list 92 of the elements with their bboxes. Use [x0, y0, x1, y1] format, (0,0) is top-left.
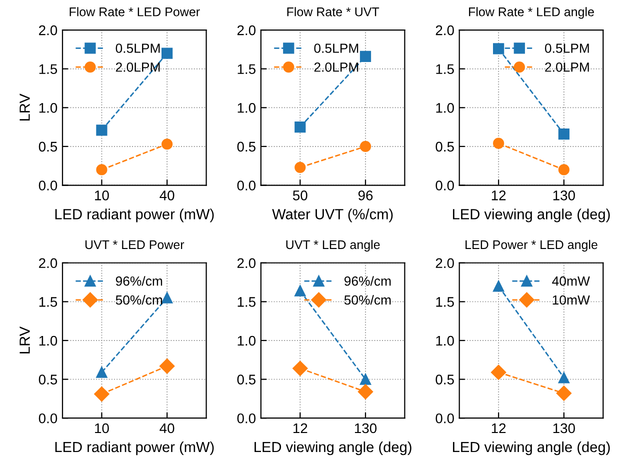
point: [558, 372, 570, 384]
y-tick-label: 0.0: [436, 180, 454, 190]
y-tick-label: 0.0: [237, 180, 256, 190]
y-tick-label: 0.0: [436, 413, 454, 424]
y-tick-label: 0.5: [237, 374, 256, 384]
y-tick-label: 1.5: [39, 64, 58, 74]
point: [493, 43, 504, 54]
y-tick-label: 1.0: [436, 102, 454, 113]
point: [96, 366, 108, 378]
chart-title: Flow Rate * UVT: [287, 7, 380, 16]
x-axis-title: LED viewing angle (deg): [452, 208, 610, 222]
x-tick-label: 10: [95, 190, 109, 200]
point: [162, 138, 173, 150]
point: [162, 48, 173, 59]
point: [493, 280, 504, 292]
y-tick-label: 2.0: [39, 25, 58, 36]
point: [294, 162, 306, 173]
x-tick-label: 10: [95, 423, 109, 434]
point: [160, 358, 175, 374]
legend-label: 10mW: [552, 295, 590, 305]
y-tick-label: 0.0: [38, 413, 58, 424]
legend-label: 96%/cm: [116, 276, 162, 286]
point: [490, 364, 506, 380]
x-tick-label: 40: [160, 190, 174, 200]
x-tick-label: 130: [553, 423, 575, 434]
x-tick-label: 50: [292, 190, 308, 200]
point: [556, 386, 572, 401]
y-tick-label: 2.0: [237, 258, 256, 268]
point: [360, 374, 372, 385]
x-axis-title: LED radiant power (mW): [55, 208, 214, 222]
point: [360, 50, 372, 62]
y-tick-label: 1.5: [436, 297, 454, 307]
point: [96, 164, 108, 176]
chart-title: UVT * LED angle: [286, 240, 380, 252]
chart-title: Flow Rate * LED angle: [469, 7, 594, 19]
x-tick-label: 130: [553, 190, 575, 200]
legend-label: 2.0LPM: [545, 62, 589, 72]
y-tick-label: 1.0: [39, 336, 58, 346]
y-tick-label: 1.5: [238, 297, 256, 307]
y-tick-label: 0.5: [38, 374, 58, 384]
y-tick-label: 2.0: [436, 25, 454, 36]
y-tick-label: 1.0: [238, 336, 256, 346]
x-tick-label: 96: [358, 190, 373, 200]
x-tick-label: 12: [293, 423, 308, 434]
legend-label: 40mW: [552, 276, 590, 286]
point: [360, 140, 372, 152]
y-axis-title: LRV: [20, 326, 30, 354]
y-tick-label: 2.0: [39, 258, 58, 268]
y-axis-title: LRV: [20, 94, 30, 121]
y-tick-label: 1.5: [39, 297, 58, 307]
y-tick-label: 1.0: [39, 102, 58, 113]
point: [358, 384, 374, 400]
x-tick-label: 130: [354, 423, 377, 434]
point: [294, 121, 306, 133]
x-axis-title: Water UVT (%/cm): [272, 208, 393, 222]
legend-label: 2.0LPM: [314, 62, 358, 72]
x-tick-label: 12: [492, 423, 506, 434]
x-tick-label: 40: [160, 423, 174, 434]
legend-label: 50%/cm: [116, 294, 162, 305]
y-tick-label: 0.0: [38, 180, 58, 190]
x-axis-title: LED viewing angle (deg): [452, 441, 610, 456]
point: [162, 292, 173, 304]
x-axis-title: LED viewing angle (deg): [254, 441, 412, 456]
chart-title: LED Power * LED angle: [466, 240, 598, 252]
point: [294, 285, 306, 296]
y-tick-label: 2.0: [436, 258, 454, 268]
y-tick-label: 2.0: [237, 25, 256, 36]
point: [96, 124, 108, 136]
chart-title: UVT * LED Power: [85, 240, 184, 250]
y-tick-label: 1.5: [238, 64, 256, 74]
legend-label: 0.5LPM: [544, 44, 589, 53]
y-tick-label: 1.5: [436, 64, 454, 74]
y-tick-label: 0.5: [436, 142, 454, 152]
chart-title: Flow Rate * LED Power: [70, 7, 200, 16]
x-axis-title: LED radiant power (mW): [55, 441, 214, 456]
y-tick-label: 1.0: [436, 336, 454, 346]
point: [558, 128, 570, 140]
legend-label: 96%/cm: [344, 276, 391, 286]
y-tick-label: 0.0: [237, 413, 256, 424]
legend-label: 2.0LPM: [116, 62, 160, 72]
legend-label: 0.5LPM: [116, 44, 160, 53]
y-tick-label: 0.5: [38, 142, 58, 152]
y-tick-label: 0.5: [436, 374, 454, 384]
point: [493, 138, 504, 149]
point: [292, 360, 308, 376]
legend-label: 0.5LPM: [314, 44, 358, 53]
legend-label: 50%/cm: [344, 294, 391, 305]
point: [94, 386, 110, 402]
x-tick-label: 12: [492, 190, 506, 200]
y-tick-label: 1.0: [238, 102, 256, 113]
y-tick-label: 0.5: [237, 142, 256, 152]
point: [558, 164, 570, 176]
